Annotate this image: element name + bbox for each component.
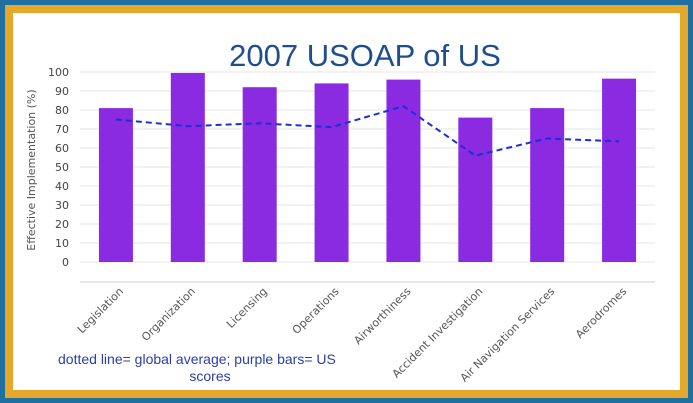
category-label: Organization [139,285,198,344]
legend-note-line2: scores [189,368,230,384]
bar-aerodromes [602,78,637,263]
average-line [115,105,620,157]
y-axis-label: Effective Implementation (%) [25,89,38,250]
bar-organization [170,72,205,262]
category-label: Operations [290,285,342,337]
bar-air-navigation-services [530,108,565,262]
category-label: Licensing [224,285,270,331]
chart-title: 2007 USOAP of US [229,38,501,73]
y-tick-labels: 0 10 20 30 40 50 60 70 80 90 100 [48,66,69,269]
average-line-path [115,105,620,157]
y-tick-label: 20 [55,218,69,231]
y-tick-label: 40 [55,180,69,193]
bar-legislation [98,108,133,262]
y-tick-label: 50 [55,161,69,174]
gridlines [80,71,655,263]
category-label: Airworthiness [351,285,413,347]
y-tick-label: 80 [55,104,69,117]
y-tick-label: 0 [62,256,69,269]
bars [98,72,637,263]
bar-operations [314,83,349,263]
y-tick-label: 90 [55,85,69,98]
category-labels: Legislation Organization Licensing Operatio… [75,285,629,385]
y-tick-label: 100 [48,66,69,79]
bar-airworthiness [386,79,421,262]
bar-accident-investigation [458,117,493,262]
category-label: Legislation [75,285,126,336]
y-tick-label: 10 [55,237,69,250]
bar-licensing [242,87,277,262]
y-tick-label: 70 [55,123,69,136]
y-tick-label: 30 [55,199,69,212]
legend-note-line1: dotted line= global average; purple bars… [58,351,336,367]
y-tick-label: 60 [55,142,69,155]
category-label: Aerodromes [573,285,629,341]
